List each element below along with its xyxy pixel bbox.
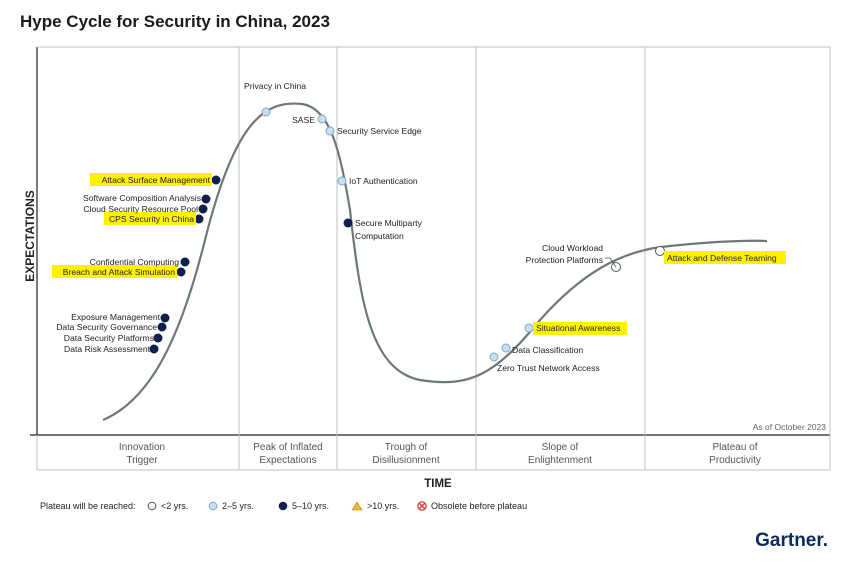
marker-data-security-platforms[interactable] (153, 333, 163, 343)
marker-iot-authentication[interactable] (337, 176, 347, 186)
marker-software-composition-analysis[interactable] (201, 194, 211, 204)
legend-text-obsolete: Obsolete before plateau (431, 501, 527, 511)
marker-attack-and-defense-teaming[interactable] (655, 246, 665, 256)
label-highlight (533, 322, 627, 335)
legend-label: Plateau will be reached: (40, 501, 136, 511)
label-situational-awareness: Situational Awareness (536, 323, 620, 333)
marker-data-classification[interactable] (501, 343, 511, 353)
marker-security-service-edge[interactable] (325, 126, 335, 136)
technology-markers (149, 107, 665, 362)
marker-cps-security-in-china[interactable] (194, 214, 204, 224)
label-iot-authentication: IoT Authentication (349, 176, 418, 186)
label-highlight (90, 173, 212, 186)
label-secure-multiparty-line2: Computation (355, 231, 404, 241)
label-data-security-governance: Data Security Governance (56, 322, 157, 332)
y-axis-label: EXPECTATIONS (23, 190, 37, 282)
marker-data-risk-assessment[interactable] (149, 344, 159, 354)
legend: Plateau will be reached: <2 yrs. 2–5 yrs… (40, 501, 527, 511)
marker-situational-awareness[interactable] (524, 323, 534, 333)
label-data-classification: Data Classification (512, 345, 583, 355)
label-breach-and-attack-simulation: Breach and Attack Simulation (63, 267, 175, 277)
as-of-note: As of October 2023 (753, 422, 827, 432)
marker-sase[interactable] (317, 114, 327, 124)
label-zero-trust-network-access: Zero Trust Network Access (497, 363, 600, 373)
legend-text-5to10: 5–10 yrs. (292, 501, 329, 511)
legend-text-lt2: <2 yrs. (161, 501, 188, 511)
marker-confidential-computing[interactable] (180, 257, 190, 267)
x-axis-label: TIME (424, 478, 452, 490)
label-attack-and-defense-teaming: Attack and Defense Teaming (667, 253, 777, 263)
hype-curve (102, 102, 768, 422)
phase-label-line2: Trigger (126, 455, 158, 466)
label-cps-security-in-china: CPS Security in China (109, 214, 194, 224)
legend-marker-gt10 (351, 501, 363, 511)
label-data-risk-assessment: Data Risk Assessment (64, 344, 151, 354)
label-highlight (664, 251, 786, 264)
marker-zero-trust-network-access[interactable] (489, 352, 499, 362)
label-data-security-platforms: Data Security Platforms (64, 333, 154, 343)
legend-text-2to5: 2–5 yrs. (222, 501, 254, 511)
label-attack-surface-management: Attack Surface Management (102, 175, 211, 185)
phase-label-line1: Plateau of (712, 442, 757, 453)
marker-attack-surface-management[interactable] (211, 175, 221, 185)
gartner-logo: Gartner. (755, 530, 828, 551)
label-security-service-edge: Security Service Edge (337, 126, 422, 136)
legend-text-gt10: >10 yrs. (367, 501, 399, 511)
marker-breach-and-attack-simulation[interactable] (176, 267, 186, 277)
phase-label-line2: Disillusionment (372, 455, 439, 466)
label-highlight (52, 265, 177, 278)
phase-label-line1: Peak of Inflated (253, 442, 323, 453)
marker-cloud-security-resource-pool[interactable] (198, 204, 208, 214)
phase-label-line1: Trough of (385, 442, 428, 453)
phase-label-line2: Productivity (709, 455, 761, 466)
marker-privacy-in-china[interactable] (261, 107, 271, 117)
legend-marker-obsolete-x (419, 503, 425, 509)
phase-label-line2: Enlightenment (528, 455, 592, 466)
label-sase: SASE (292, 115, 315, 125)
marker-exposure-management[interactable] (160, 313, 170, 323)
label-highlight (104, 212, 196, 225)
chart-title: Hype Cycle for Security in China, 2023 (20, 12, 330, 31)
label-privacy-in-china: Privacy in China (244, 81, 306, 91)
legend-marker-lt2 (147, 501, 157, 511)
marker-data-security-governance[interactable] (157, 322, 167, 332)
label-confidential-computing: Confidential Computing (90, 257, 180, 267)
phase-label-line1: Slope of (542, 442, 579, 453)
phase-label-line2: Expectations (259, 455, 316, 466)
legend-marker-5to10 (278, 501, 288, 511)
marker-secure-multiparty-computation[interactable] (343, 218, 353, 228)
phase-label-line1: Innovation (119, 442, 165, 453)
label-cloud-workload-line1: Cloud Workload (542, 243, 603, 253)
leader-line (605, 257, 617, 268)
label-software-composition-analysis: Software Composition Analysis (83, 193, 201, 203)
label-cloud-security-resource-pool: Cloud Security Resource Pool (83, 204, 198, 214)
label-cloud-workload-line2: Protection Platforms (526, 255, 603, 265)
label-secure-multiparty-line1: Secure Multiparty (355, 218, 423, 228)
legend-marker-2to5 (208, 501, 218, 511)
label-exposure-management: Exposure Management (71, 312, 160, 322)
